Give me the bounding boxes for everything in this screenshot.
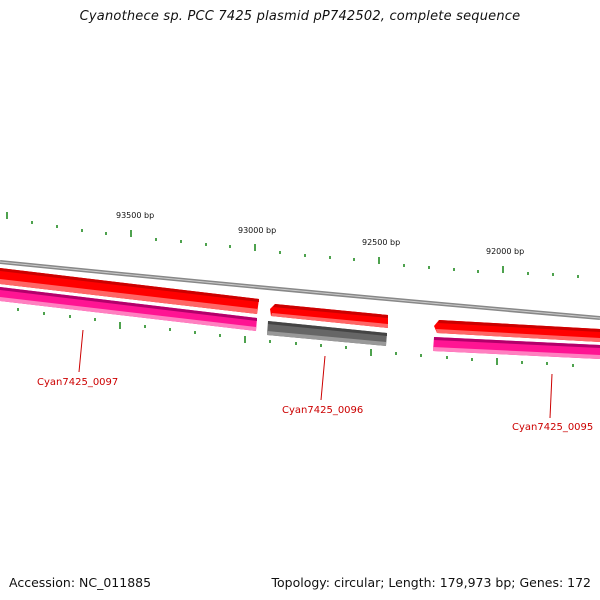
accession-label: Accession: NC_011885: [9, 575, 152, 590]
feature-shade: [268, 321, 387, 336]
gene-label-leader: [320, 355, 326, 401]
feature-highlight: [267, 331, 386, 346]
scale-label: 93000 bp: [238, 226, 276, 235]
topology-summary: Topology: circular; Length: 179,973 bp; …: [271, 575, 592, 590]
feature-highlight: [271, 313, 388, 328]
backbone-highlight: [0, 261, 600, 319]
gene-label-leader: [549, 373, 553, 419]
gene-label-leader: [78, 329, 84, 373]
gene-label-cyan7425-0096[interactable]: Cyan7425_0096: [282, 405, 363, 416]
outer-ticks: [6, 212, 579, 278]
gene-label-cyan7425-0095[interactable]: Cyan7425_0095: [512, 422, 593, 433]
feature-shade: [0, 268, 259, 302]
inner-ticks: [17, 308, 574, 367]
feature-shade: [273, 304, 388, 318]
gene-label-cyan7425-0097[interactable]: Cyan7425_0097: [37, 377, 118, 388]
feature-highlight: [433, 347, 600, 359]
map-title: Cyanothece sp. PCC 7425 plasmid pP742502…: [79, 9, 521, 24]
feature-highlight: [0, 279, 258, 314]
feature-highlight: [0, 297, 256, 331]
feature-highlight: [436, 329, 600, 342]
scale-label: 92000 bp: [486, 247, 524, 256]
feature-shade: [0, 287, 257, 321]
feature-shade: [438, 320, 600, 332]
scale-label: 93500 bp: [116, 211, 154, 220]
scale-label: 92500 bp: [362, 238, 400, 247]
feature-shade: [434, 337, 600, 348]
